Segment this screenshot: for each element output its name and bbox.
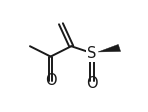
Polygon shape bbox=[98, 44, 121, 52]
Text: O: O bbox=[45, 73, 56, 88]
Text: S: S bbox=[87, 46, 97, 61]
Text: O: O bbox=[86, 76, 98, 91]
